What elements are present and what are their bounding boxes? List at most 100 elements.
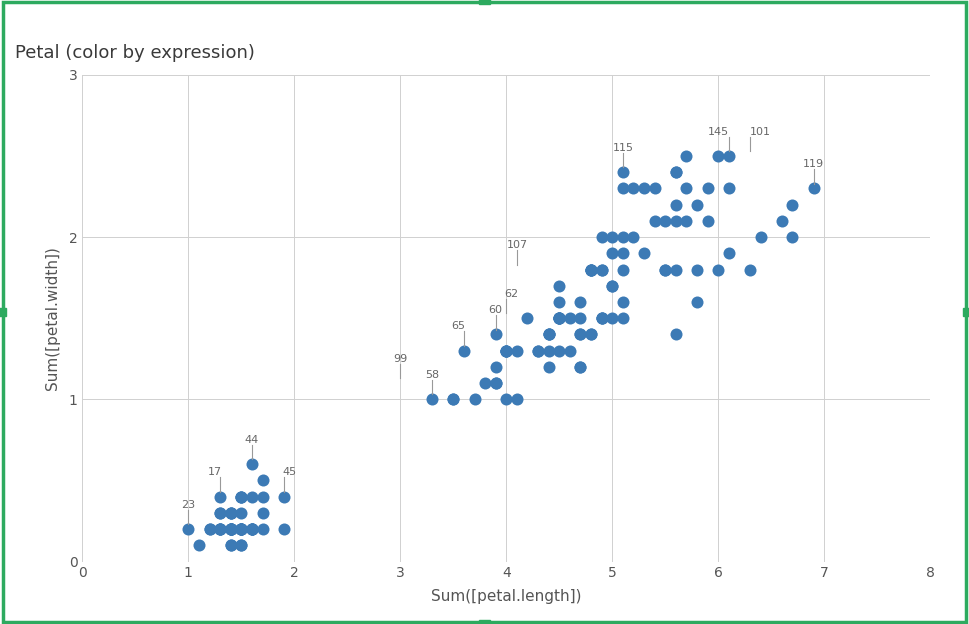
Point xyxy=(678,151,694,161)
Point xyxy=(583,329,599,339)
Point xyxy=(223,524,238,534)
Point xyxy=(202,524,217,534)
Text: 60: 60 xyxy=(488,305,503,315)
Point xyxy=(583,265,599,275)
Point xyxy=(573,329,588,339)
Point xyxy=(573,297,588,307)
Point xyxy=(605,313,620,323)
Text: 44: 44 xyxy=(245,435,259,445)
Point xyxy=(234,524,249,534)
Point xyxy=(573,313,588,323)
Point xyxy=(234,524,249,534)
Point xyxy=(223,524,238,534)
Text: 145: 145 xyxy=(707,127,729,137)
Point xyxy=(223,508,238,518)
Point xyxy=(573,362,588,372)
Point xyxy=(498,346,514,356)
Point xyxy=(668,167,683,177)
Text: 101: 101 xyxy=(750,127,771,137)
Point xyxy=(551,281,567,291)
Point xyxy=(276,492,292,502)
Text: Petal (color by expression): Petal (color by expression) xyxy=(15,44,255,62)
Point xyxy=(658,265,673,275)
Point xyxy=(234,492,249,502)
Point xyxy=(223,540,238,550)
Point xyxy=(530,346,546,356)
Point xyxy=(594,313,610,323)
Point xyxy=(626,232,641,242)
X-axis label: Sum([petal.length]): Sum([petal.length]) xyxy=(431,589,581,604)
Point xyxy=(700,216,715,226)
Point xyxy=(615,265,631,275)
Point xyxy=(605,281,620,291)
Point xyxy=(541,346,556,356)
Point xyxy=(668,200,683,210)
Point xyxy=(678,216,694,226)
Point xyxy=(519,313,535,323)
Point xyxy=(446,394,461,404)
Point xyxy=(562,346,578,356)
Point xyxy=(276,524,292,534)
Point xyxy=(551,313,567,323)
Point xyxy=(498,346,514,356)
Point xyxy=(678,183,694,193)
Point xyxy=(191,540,206,550)
Point xyxy=(594,232,610,242)
Point xyxy=(721,151,736,161)
Point xyxy=(234,492,249,502)
Point xyxy=(488,329,504,339)
Point xyxy=(212,524,228,534)
Point xyxy=(255,524,270,534)
Point xyxy=(488,378,504,388)
Point xyxy=(551,313,567,323)
Point xyxy=(509,394,524,404)
Point xyxy=(244,459,260,469)
Point xyxy=(446,394,461,404)
Text: 115: 115 xyxy=(612,143,634,153)
Point xyxy=(478,378,493,388)
Point xyxy=(647,216,663,226)
Point xyxy=(234,524,249,534)
Point xyxy=(223,524,238,534)
Point xyxy=(456,346,472,356)
Text: 58: 58 xyxy=(425,370,439,380)
Point xyxy=(223,524,238,534)
Point xyxy=(615,183,631,193)
Point xyxy=(467,394,483,404)
Point xyxy=(668,216,683,226)
Point xyxy=(785,232,800,242)
Point xyxy=(234,524,249,534)
Point xyxy=(244,524,260,534)
Point xyxy=(244,524,260,534)
Point xyxy=(234,540,249,550)
Point xyxy=(488,378,504,388)
Point xyxy=(700,183,715,193)
Point xyxy=(234,524,249,534)
Point xyxy=(234,524,249,534)
Point xyxy=(541,362,556,372)
Point xyxy=(689,297,704,307)
Point xyxy=(212,524,228,534)
Point xyxy=(498,394,514,404)
Point xyxy=(668,329,683,339)
Text: 62: 62 xyxy=(505,289,518,299)
Point xyxy=(541,329,556,339)
Point xyxy=(244,492,260,502)
Point xyxy=(710,151,726,161)
Point xyxy=(212,508,228,518)
Point xyxy=(223,524,238,534)
Point xyxy=(615,313,631,323)
Point xyxy=(551,346,567,356)
Point xyxy=(774,216,790,226)
Point xyxy=(234,492,249,502)
Point xyxy=(202,524,217,534)
Point xyxy=(658,216,673,226)
Text: 107: 107 xyxy=(507,240,527,250)
Point xyxy=(594,313,610,323)
Point xyxy=(212,508,228,518)
Point xyxy=(647,183,663,193)
Point xyxy=(615,232,631,242)
Point xyxy=(806,183,822,193)
Point xyxy=(562,313,578,323)
Point xyxy=(223,540,238,550)
